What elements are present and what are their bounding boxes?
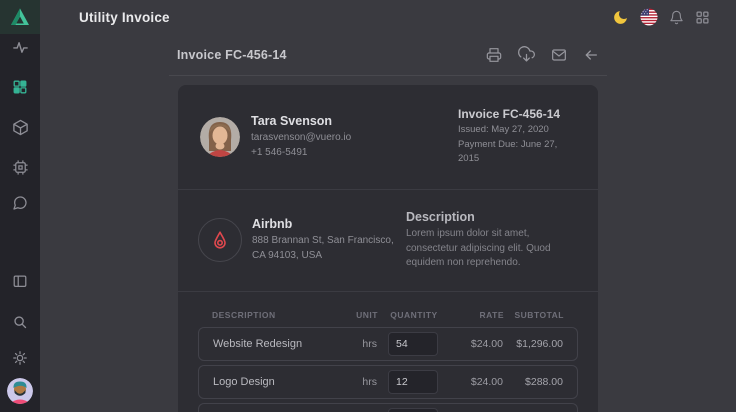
activity-icon [12, 39, 29, 56]
item-subtotal: $288.00 [525, 375, 563, 388]
sidebar [0, 0, 40, 412]
header-quantity: QUANTITY [390, 309, 438, 320]
quantity-input[interactable] [388, 331, 438, 356]
item-description: Logo Design [213, 375, 275, 388]
cloud-download-icon[interactable] [518, 46, 535, 63]
quantity-input[interactable] [388, 369, 438, 394]
content-area: Tara Svenson tarasvenson@vuero.io +1 546… [40, 76, 736, 412]
page-toolbar: Invoice FC-456-14 [40, 34, 736, 76]
dark-mode-moon-icon[interactable] [612, 9, 629, 26]
recipient-name: Tara Svenson [251, 114, 333, 129]
header-unit: UNIT [356, 309, 378, 320]
company-section: Airbnb 888 Brannan St, San Francisco, CA… [178, 190, 598, 291]
header-subtotal: SUBTOTAL [514, 309, 564, 320]
invoice-due-date: Payment Due: June 27, 2015 [458, 138, 558, 165]
company-address-line2: CA 94103, USA [252, 250, 323, 262]
search-icon [12, 314, 28, 330]
item-rate: $24.00 [470, 337, 503, 350]
sidebar-item-dashboards[interactable] [0, 75, 40, 99]
recipient-email: tarasvenson@vuero.io [251, 132, 352, 144]
recipient-info: Tara Svenson tarasvenson@vuero.io +1 546… [251, 114, 351, 160]
section-divider [178, 189, 598, 191]
app-logo[interactable] [0, 0, 40, 34]
item-rate: $24.00 [470, 375, 503, 388]
table-row: Website Redesign hrs $24.00 $1,296.00 [198, 326, 578, 361]
company-address-line1: 888 Brannan St, San Francisco, [252, 235, 394, 247]
sidebar-item-settings[interactable] [0, 346, 40, 370]
invoice-issued-date: Issued: May 27, 2020 [458, 124, 549, 135]
items-header-row: DESCRIPTION UNIT QUANTITY RATE SUBTOTAL [198, 310, 578, 320]
description-block: Description Lorem ipsum dolor sit amet, … [406, 210, 578, 271]
email-icon[interactable] [551, 47, 567, 63]
sidebar-item-elements[interactable] [0, 155, 40, 179]
quantity-input[interactable] [388, 407, 438, 412]
item-unit: hrs [362, 337, 377, 350]
airbnb-logo-icon [198, 218, 242, 263]
invoice-actions [486, 46, 599, 63]
apps-grid-icon[interactable] [695, 10, 710, 25]
logo-triangle-icon [9, 6, 31, 28]
invoice-number: Invoice FC-456-14 [458, 107, 561, 121]
section-divider [178, 290, 598, 292]
sidebar-item-messages[interactable] [0, 191, 40, 215]
sidebar-item-components[interactable] [0, 115, 40, 139]
settings-gear-icon [12, 350, 28, 366]
recipient-phone: +1 546-5491 [251, 147, 308, 159]
notifications-bell-icon[interactable] [669, 10, 684, 25]
sidebar-item-activity[interactable] [0, 35, 40, 59]
recipient-avatar [200, 117, 240, 158]
invoice-meta: Invoice FC-456-14 Issued: May 27, 2020 P… [458, 107, 576, 167]
table-row: Logo Design hrs $24.00 $288.00 [198, 364, 578, 399]
item-description: Website Redesign [213, 337, 303, 350]
topbar-actions [612, 8, 736, 26]
recipient-section: Tara Svenson tarasvenson@vuero.io +1 546… [178, 85, 598, 189]
back-arrow-icon[interactable] [583, 47, 599, 63]
language-us-flag-icon[interactable] [640, 8, 658, 26]
company-info: Airbnb 888 Brannan St, San Francisco, CA… [252, 217, 394, 263]
chat-icon [12, 195, 28, 211]
table-row: Custom Illustrations hrs $32.00 $224.00 [198, 402, 578, 412]
page-title: Utility Invoice [79, 9, 170, 25]
panels-icon [12, 273, 28, 289]
item-unit: hrs [362, 375, 377, 388]
header-description: DESCRIPTION [212, 309, 276, 320]
dashboard-grid-icon [12, 79, 28, 95]
header-rate: RATE [479, 309, 504, 320]
description-text: Lorem ipsum dolor sit amet, consectetur … [406, 228, 551, 269]
invoice-page-title: Invoice FC-456-14 [177, 47, 287, 62]
company-name: Airbnb [252, 217, 293, 232]
chip-icon [12, 159, 29, 176]
sidebar-user-avatar[interactable] [7, 378, 33, 404]
description-heading: Description [406, 210, 475, 225]
sidebar-item-panels[interactable] [0, 269, 40, 293]
sidebar-item-search[interactable] [0, 310, 40, 334]
print-icon[interactable] [486, 47, 502, 63]
box-icon [12, 119, 29, 136]
items-section: DESCRIPTION UNIT QUANTITY RATE SUBTOTAL … [178, 292, 598, 412]
user-avatar-illustration [7, 378, 33, 404]
item-subtotal: $1,296.00 [516, 337, 563, 350]
invoice-card: Tara Svenson tarasvenson@vuero.io +1 546… [178, 85, 598, 412]
topbar: Utility Invoice [40, 0, 736, 34]
